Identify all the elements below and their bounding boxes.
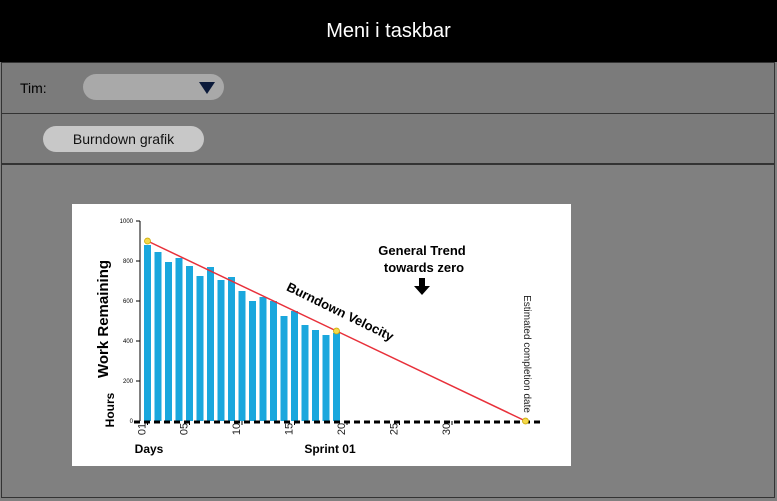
y-tick-label: 200 xyxy=(123,379,134,385)
bar xyxy=(196,276,204,421)
y-tick-label: 800 xyxy=(123,259,134,265)
bar xyxy=(165,262,172,421)
bar xyxy=(333,333,340,421)
team-row: Tim: xyxy=(1,62,775,114)
team-label: Tim: xyxy=(20,80,47,96)
button-label: Burndown grafik xyxy=(72,131,175,147)
chart: 0 200 400 600 800 1000 01 05 10 15 20 25 30 Work Rema… xyxy=(72,204,571,466)
bar xyxy=(154,252,162,421)
bar xyxy=(259,297,267,421)
bar xyxy=(238,291,246,421)
taskbar-title: Meni i taskbar xyxy=(326,19,451,42)
x-sub-label: Sprint 01 xyxy=(304,442,356,456)
bar xyxy=(217,280,225,421)
bar xyxy=(280,316,288,421)
y-unit: Hours xyxy=(103,392,117,427)
x-tick-label: 30 xyxy=(441,423,453,435)
bar xyxy=(228,277,235,421)
x-tick-label: 05 xyxy=(179,423,191,435)
button-row: Burndown grafik xyxy=(1,113,775,164)
team-dropdown[interactable] xyxy=(83,74,224,100)
content-area xyxy=(1,164,775,498)
x-tick-label: 25 xyxy=(389,423,401,435)
annotation: towards zero xyxy=(384,260,464,275)
taskbar: Meni i taskbar xyxy=(0,0,777,62)
trend-marker xyxy=(333,327,340,335)
bar xyxy=(322,335,330,421)
annotation: General Trend xyxy=(378,243,465,258)
y-tick-label: 400 xyxy=(123,339,134,345)
x-tick-label: 15 xyxy=(284,423,296,435)
bar xyxy=(207,267,214,421)
y-tick-label: 0 xyxy=(130,419,134,425)
bar xyxy=(144,245,151,421)
bar xyxy=(312,330,319,421)
x-tick-label: 01 xyxy=(137,423,149,435)
bar xyxy=(249,301,256,421)
annotation: Burndown Velocity xyxy=(284,279,396,344)
trend-marker xyxy=(144,237,151,245)
x-tick-label: 20 xyxy=(336,423,348,435)
burndown-button[interactable]: Burndown grafik xyxy=(43,126,204,152)
x-tick-label: 10 xyxy=(231,423,243,435)
bar xyxy=(291,311,298,421)
bar xyxy=(270,301,277,421)
y-tick-label: 1000 xyxy=(120,219,134,225)
trend-marker xyxy=(522,417,529,425)
y-label: Work Remaining xyxy=(95,260,112,378)
bar xyxy=(301,325,309,421)
x-label: Days xyxy=(135,442,164,456)
bar xyxy=(175,258,183,421)
trend-arrow xyxy=(414,278,430,295)
annotation: Estimated completion date xyxy=(521,295,532,413)
dropdown-arrow xyxy=(199,82,215,94)
bar xyxy=(186,266,193,421)
y-tick-label: 600 xyxy=(123,299,134,305)
